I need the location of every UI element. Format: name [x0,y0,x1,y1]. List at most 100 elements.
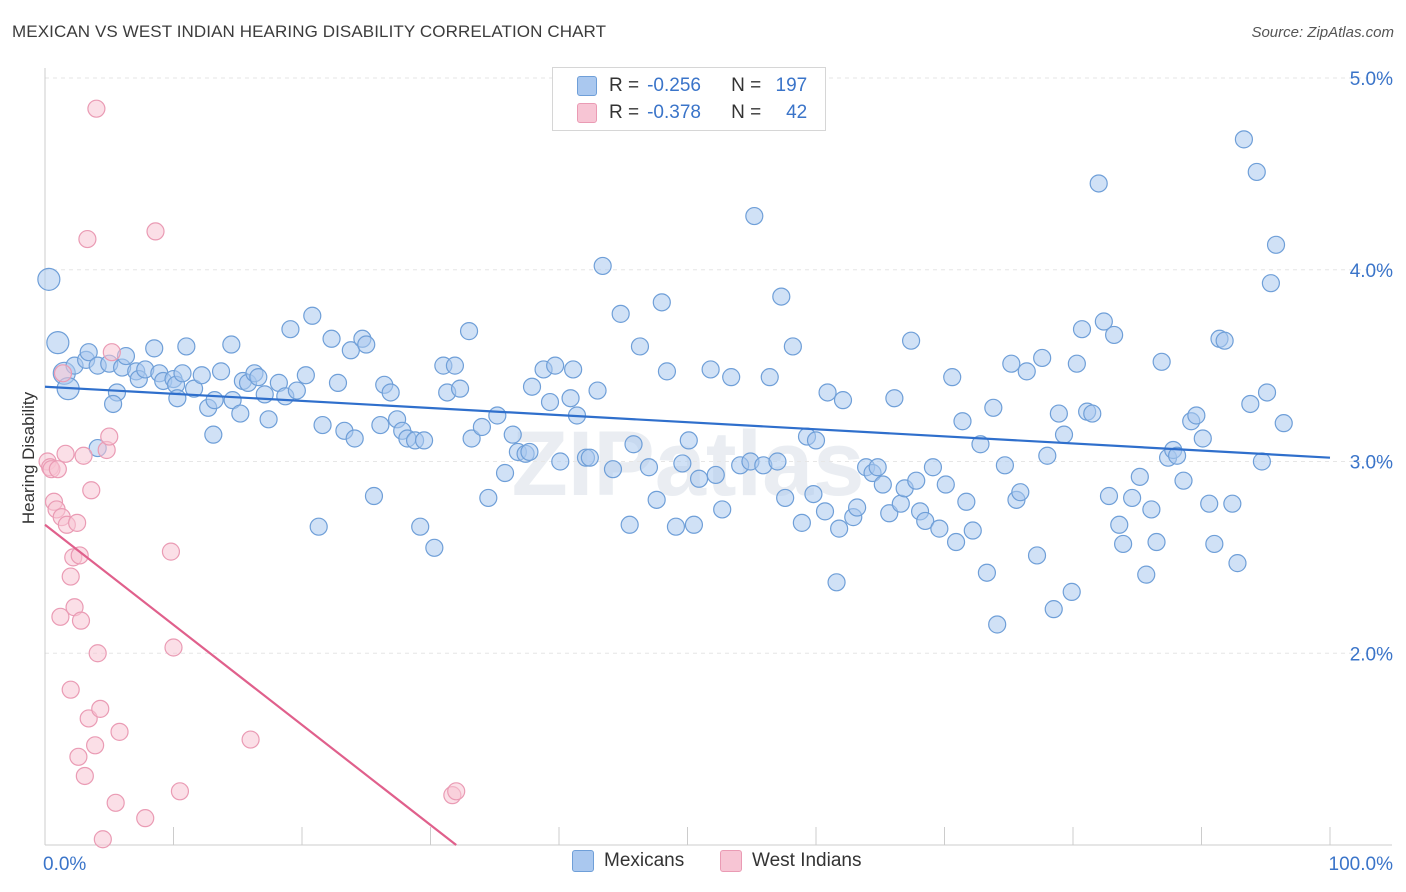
mexicans-point [46,331,70,355]
mexicans-point [145,339,164,358]
mexicans-point [1105,325,1124,345]
n-label: N = [731,75,762,96]
source-label: Source: ZipAtlas.com [1251,24,1394,41]
mexicans-point [946,532,966,552]
mexicans-point [1200,494,1219,513]
mexicans-point [977,563,997,582]
mexicans-point [620,515,639,534]
mexicans-point [885,389,904,408]
mexicans-point [546,356,565,375]
west-indians-point [87,99,106,118]
mexicans-point [371,415,390,435]
legend-item-west-indians[interactable]: West Indians [720,850,861,872]
mexicans-point [684,515,704,534]
mexicans-point [495,463,515,483]
data-points [37,99,1293,849]
mexicans-point [1054,425,1074,444]
mexicans-point [1215,331,1234,350]
mexicans-point [1174,471,1193,490]
west-indians-point [51,607,70,626]
mexicans-point [1142,500,1161,519]
legend-swatch-pink [577,103,597,123]
west-indians-point [106,793,125,812]
x-tick-label-min: 0.0% [43,854,86,875]
mexicans-point [411,517,430,536]
mexicans-point [957,492,976,511]
mexicans-point [943,368,962,387]
r-label: R = [609,75,640,96]
west-indians-point [48,460,67,479]
mexicans-point [522,377,542,396]
legend-swatch-blue [572,850,594,872]
mexicans-point [830,519,849,538]
mexicans-point [833,391,853,410]
mexicans-point [745,206,764,226]
mexicans-point [657,362,677,381]
mexicans-point [551,452,570,471]
mexicans-point [1247,162,1266,182]
mexicans-point [564,360,583,379]
mexicans-point [1228,554,1247,573]
mexicans-point [907,471,926,490]
mexicans-point [79,343,98,362]
west-indians-point [78,229,97,249]
mexicans-point [818,383,837,402]
mexicans-point [630,337,650,356]
mexicans-point [520,442,539,462]
west-indians-point [68,513,87,532]
mexicans-point [313,415,332,435]
mexicans-point [891,494,910,513]
mexicans-point [815,502,835,521]
chart-title: MEXICAN VS WEST INDIAN HEARING DISABILIT… [12,22,607,41]
mexicans-point [1033,348,1052,368]
mexicans-point [936,475,955,494]
series-legend: Mexicans West Indians [0,850,1406,880]
mexicans-point [414,431,434,450]
mexicans-point [772,287,791,306]
west-indians-point [136,809,155,828]
mexicans-point [1049,404,1068,423]
mexicans-point [666,517,686,536]
west-indians-point [61,680,80,699]
mexicans-point [1223,494,1242,513]
west-indians-point [102,343,121,362]
mexicans-point [1099,486,1119,506]
west-indians-point [53,364,73,383]
y-tick-label: 3.0% [1350,453,1393,474]
mexicans-point [873,475,892,494]
mexicans-point [804,484,823,504]
n-value: 197 [775,75,808,96]
west-indians-point [164,638,183,657]
mexicans-point [901,331,921,350]
mexicans-point [792,513,811,532]
mexicans-point [322,329,341,348]
mexicans-point [1266,235,1286,254]
mexicans-point [177,337,196,356]
mexicans-point [1038,446,1057,465]
mexicans-point [639,458,659,477]
mexicans-point [1114,534,1133,554]
mexicans-point [364,486,384,506]
mexicans-point [462,429,481,448]
mexicans-point [673,454,692,473]
x-tick-label-max: 100.0% [1329,854,1394,875]
legend-item-mexicans[interactable]: Mexicans [572,850,684,872]
west-indians-point [56,444,75,463]
mexicans-point [1002,354,1021,373]
mexicans-point [1044,600,1063,619]
west-indians-point [170,782,190,801]
mexicans-point [806,431,826,450]
mexicans-point [1089,174,1108,193]
mexicans-point [971,435,990,454]
y-tick-label: 2.0% [1350,644,1393,665]
y-axis-label: Hearing Disability [19,391,38,524]
mexicans-point [287,381,306,400]
mexicans-point [425,538,444,557]
mexicans-point [259,410,278,429]
mexicans-point [647,490,666,509]
mexicans-point [776,488,795,508]
mexicans-point [988,615,1007,634]
mexicans-point [593,256,612,276]
west-indians-point [93,830,112,849]
mexicans-point [701,360,720,379]
